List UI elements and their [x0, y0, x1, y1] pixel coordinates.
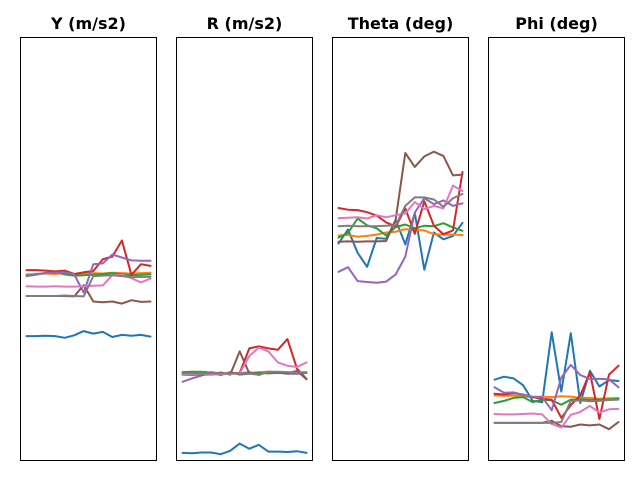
series-layer	[25, 239, 152, 339]
series-line-8	[181, 370, 308, 376]
series-line-1	[337, 212, 464, 271]
axes-frame	[20, 37, 157, 461]
series-line-1	[25, 330, 152, 339]
series-layer	[181, 338, 308, 456]
subplot-r: R (m/s2)	[176, 14, 313, 461]
series-line-6	[337, 150, 464, 243]
series-line-7	[493, 404, 620, 429]
subplot-title: Phi (deg)	[515, 14, 598, 33]
series-line-8	[493, 398, 620, 424]
subplot-y: Y (m/s2)	[20, 14, 157, 461]
subplot-title: R (m/s2)	[207, 14, 283, 33]
axes-frame	[176, 37, 313, 461]
axes-frame	[332, 37, 469, 461]
series-line-5	[25, 253, 152, 294]
series-line-2	[337, 228, 464, 238]
subplot-title: Y (m/s2)	[50, 14, 126, 33]
subplot-phi: Phi (deg)	[488, 14, 625, 461]
series-layer	[337, 150, 464, 284]
series-line-1	[181, 442, 308, 456]
subplot-title: Theta (deg)	[348, 14, 454, 33]
series-line-5	[337, 197, 464, 284]
series-line-1	[493, 331, 620, 404]
series-layer	[493, 331, 620, 431]
series-line-3	[493, 396, 620, 406]
series-line-8	[337, 193, 464, 228]
series-line-5	[493, 363, 620, 412]
series-line-4	[25, 239, 152, 276]
subplot-theta: Theta (deg)	[332, 14, 469, 461]
series-line-3	[337, 217, 464, 239]
series-line-8	[25, 274, 152, 298]
axes-frame	[488, 37, 625, 461]
